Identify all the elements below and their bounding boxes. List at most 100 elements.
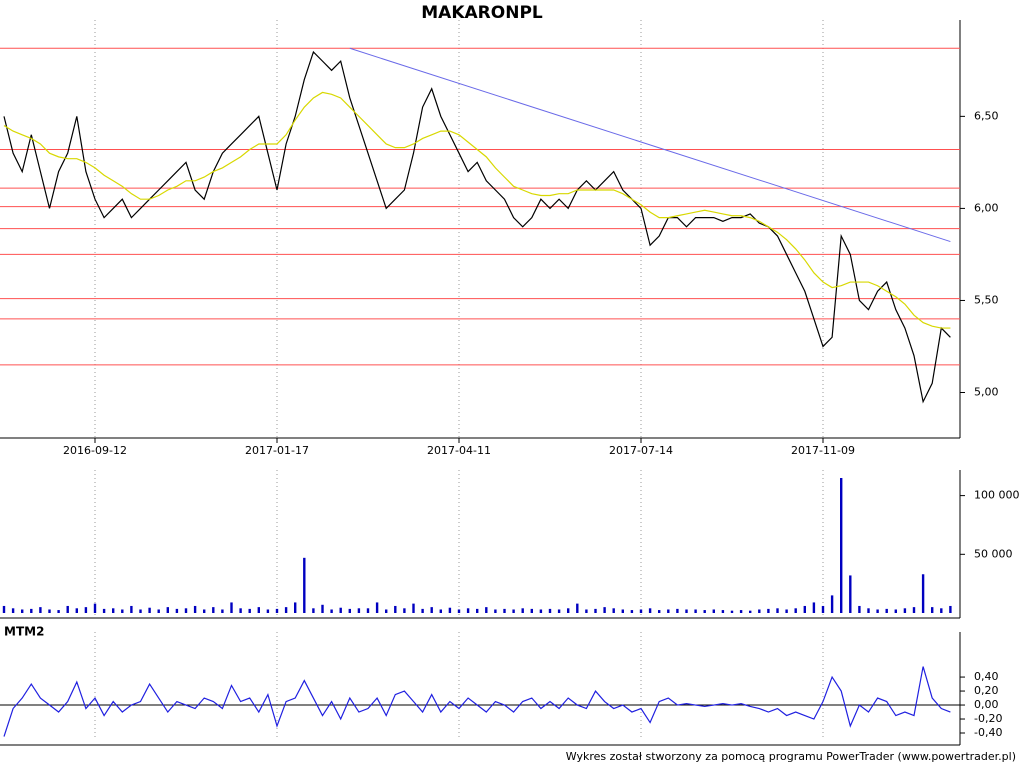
bar xyxy=(48,609,51,613)
bar xyxy=(266,609,270,613)
bar xyxy=(357,608,361,613)
bar xyxy=(767,608,770,613)
bar xyxy=(21,609,24,613)
bar xyxy=(548,608,552,613)
bar xyxy=(66,605,69,613)
bar xyxy=(576,603,579,613)
bar xyxy=(476,608,479,613)
series-line xyxy=(3,50,951,404)
bar xyxy=(730,610,734,613)
bar xyxy=(212,607,215,613)
bar xyxy=(840,478,843,613)
bar xyxy=(221,609,224,613)
bar xyxy=(503,608,506,613)
bar xyxy=(184,608,188,613)
bar xyxy=(148,607,151,613)
y-tick-label: 6,00 xyxy=(974,201,999,214)
bar xyxy=(676,608,679,613)
bar xyxy=(84,607,88,613)
y-tick-label: 50 000 xyxy=(974,547,1013,560)
bar xyxy=(102,608,106,613)
bar xyxy=(931,607,934,613)
bar xyxy=(648,608,652,613)
bar xyxy=(621,609,624,613)
bar xyxy=(539,609,543,613)
bar xyxy=(849,575,852,613)
bar xyxy=(703,610,706,613)
y-tick-label: 0,00 xyxy=(974,698,999,711)
bar xyxy=(639,609,643,613)
bar xyxy=(512,609,515,613)
bar xyxy=(439,609,442,613)
footer: Wykres został stworzony za pomocą progra… xyxy=(566,750,1016,763)
bar xyxy=(39,607,42,613)
bar xyxy=(385,609,388,613)
bar xyxy=(949,605,952,613)
bar xyxy=(803,605,806,613)
bar xyxy=(166,607,169,613)
x-tick-label: 2017-07-14 xyxy=(609,444,673,457)
bar xyxy=(694,609,697,613)
bar xyxy=(348,608,351,613)
bar xyxy=(867,608,870,613)
bar xyxy=(776,608,779,613)
x-tick-label: 2016-09-12 xyxy=(63,444,127,457)
bar xyxy=(712,609,715,613)
bar xyxy=(821,605,825,613)
bar xyxy=(139,609,142,613)
bar xyxy=(239,608,242,613)
bar xyxy=(2,605,6,613)
bar xyxy=(567,608,570,613)
bar xyxy=(685,609,688,613)
bar xyxy=(375,602,379,613)
bar xyxy=(157,609,160,613)
bar xyxy=(739,610,743,613)
chart-title: MAKARONPL xyxy=(421,3,543,23)
bar xyxy=(612,608,615,613)
bar xyxy=(448,607,452,613)
bar xyxy=(121,609,124,613)
bar xyxy=(912,607,916,613)
bar xyxy=(275,608,279,613)
bar xyxy=(248,608,251,613)
bar xyxy=(494,609,497,613)
bar xyxy=(858,605,861,613)
bar xyxy=(585,609,588,613)
bar xyxy=(749,610,752,613)
bar xyxy=(457,609,461,613)
series-line xyxy=(3,91,951,329)
y-tick-label: 6,50 xyxy=(974,109,999,122)
bar xyxy=(284,607,288,613)
y-tick-label: 0,40 xyxy=(974,670,999,683)
bar xyxy=(530,608,533,613)
y-tick-label: 100 000 xyxy=(974,489,1020,502)
y-tick-label: 5,50 xyxy=(974,293,999,306)
bar xyxy=(430,607,433,613)
bar xyxy=(830,595,834,613)
bar xyxy=(594,608,597,613)
bar xyxy=(75,608,78,613)
bar xyxy=(30,608,33,613)
bar xyxy=(294,602,297,613)
bar xyxy=(303,557,306,613)
bar xyxy=(658,610,661,613)
y-tick-label: -0,40 xyxy=(974,726,1002,739)
bar xyxy=(812,602,816,613)
bar xyxy=(630,610,634,613)
bar xyxy=(394,605,397,613)
bar xyxy=(175,608,179,613)
bar xyxy=(466,608,470,613)
bar xyxy=(421,608,424,613)
bar xyxy=(885,608,888,613)
bar xyxy=(903,608,907,613)
bar xyxy=(112,608,115,613)
bar xyxy=(876,609,879,613)
bar xyxy=(403,608,406,613)
bar xyxy=(193,605,197,613)
y-tick-label: -0,20 xyxy=(974,712,1002,725)
x-tick-label: 2017-01-17 xyxy=(245,444,309,457)
bar xyxy=(339,607,342,613)
x-tick-label: 2017-04-11 xyxy=(427,444,491,457)
bar xyxy=(412,603,415,613)
bar xyxy=(721,610,725,613)
